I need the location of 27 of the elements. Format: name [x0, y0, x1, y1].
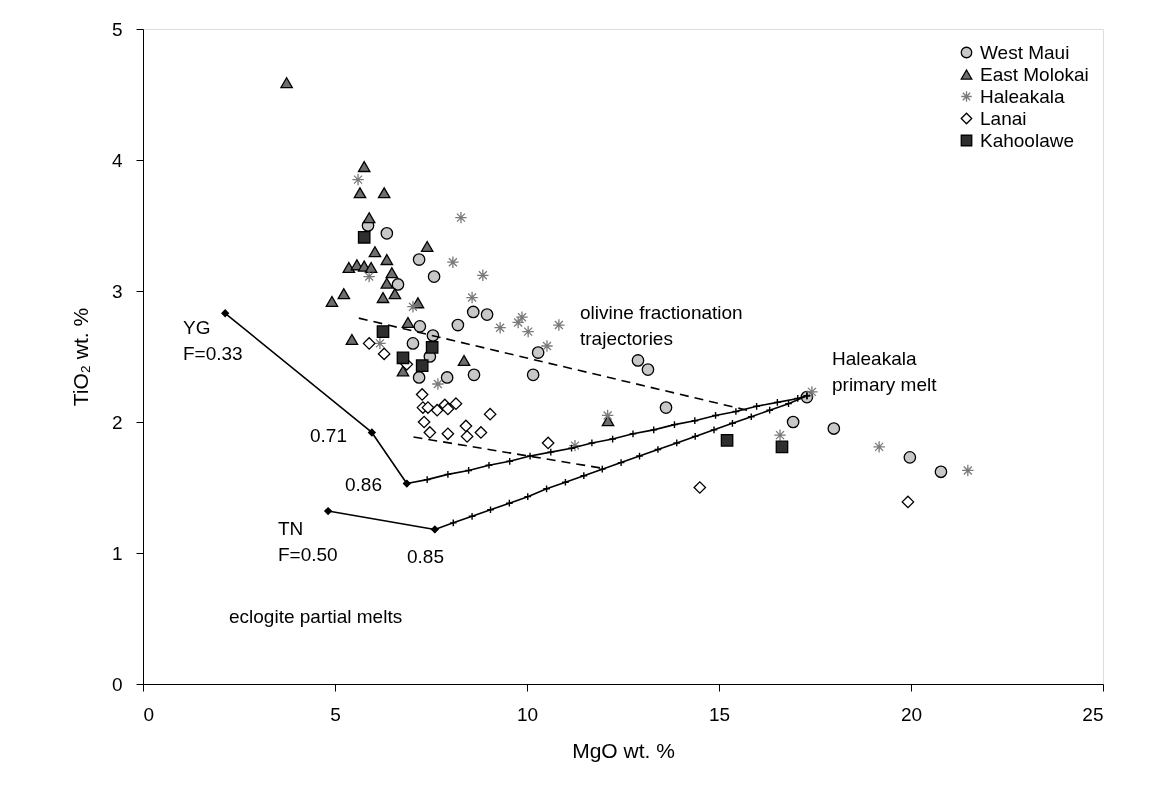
legend-label: West Maui — [980, 41, 1070, 63]
x-tick-label: 20 — [900, 703, 923, 725]
annotation: eclogite partial melts — [229, 606, 403, 627]
y-tick-label: 5 — [111, 18, 123, 40]
y-tick-label: 1 — [111, 542, 123, 564]
x-tick-label: 25 — [1082, 703, 1104, 725]
x-axis-title: MgO wt. % — [572, 738, 675, 762]
x-tick-label: 5 — [330, 703, 341, 725]
annotation: TN F=0.50 — [278, 518, 338, 565]
x-tick-label: 0 — [143, 703, 155, 725]
y-tick-label: 0 — [111, 673, 123, 695]
legend-label: Haleakala — [980, 85, 1065, 107]
legend-label: Lanai — [980, 107, 1027, 129]
annotation: 0.71 — [310, 425, 347, 446]
y-tick-label: 2 — [111, 411, 123, 433]
y-axis-title: TiO₂ wt. % — [68, 307, 92, 407]
x-tick-label: 10 — [516, 703, 539, 725]
legend-label: Kahoolawe — [980, 129, 1075, 151]
x-tick-label: 15 — [708, 703, 731, 725]
annotation: 0.85 — [407, 546, 444, 567]
annotation: Haleakala primary melt — [832, 348, 938, 395]
legend-label: East Molokai — [980, 63, 1089, 85]
y-tick-label: 4 — [111, 149, 123, 171]
annotation: YG F=0.33 — [183, 317, 243, 364]
annotation: 0.86 — [345, 474, 382, 495]
y-tick-label: 3 — [111, 280, 123, 302]
annotation: olivine fractionation trajectories — [580, 302, 743, 349]
